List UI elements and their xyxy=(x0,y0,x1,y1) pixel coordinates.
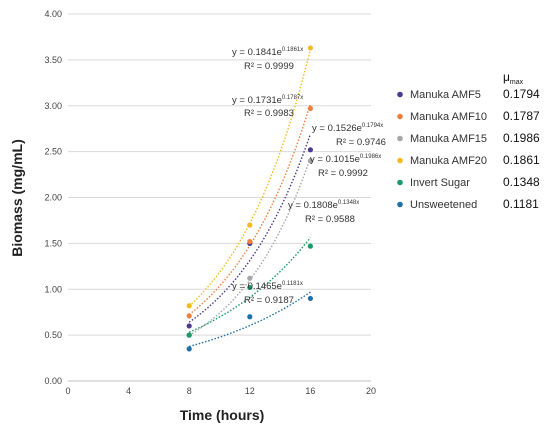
fit-r-squared: R² = 0.9999 xyxy=(244,61,294,72)
legend-label: Manuka AMF10 xyxy=(410,111,487,123)
mu-max-value: 0.1787 xyxy=(503,109,540,123)
mu-max-header: μmax xyxy=(503,70,524,86)
data-points xyxy=(186,45,313,352)
fit-equation: y = 0.1841e0.1861x xyxy=(232,47,303,58)
data-point xyxy=(186,332,192,338)
x-tick-label: 16 xyxy=(305,386,315,396)
y-tick-label: 0.50 xyxy=(44,330,62,340)
data-point xyxy=(247,238,253,245)
trendline-4 xyxy=(188,237,311,333)
y-tick-label: 1.00 xyxy=(44,284,62,294)
fit-r-squared: R² = 0.9588 xyxy=(305,214,355,225)
mu-max-value: 0.1794 xyxy=(503,87,540,101)
x-tick-label: 20 xyxy=(366,386,376,396)
x-tick-label: 12 xyxy=(245,386,255,396)
x-tick-label: 4 xyxy=(126,386,131,396)
legend-label: Invert Sugar xyxy=(410,177,470,189)
mu-max-value: 0.1348 xyxy=(503,175,540,189)
trendline-0 xyxy=(188,133,312,323)
data-point xyxy=(307,158,313,164)
fit-equation: y = 0.1731e0.1787x xyxy=(232,95,303,106)
data-point xyxy=(186,303,192,309)
mu-max-value: 0.1861 xyxy=(503,153,540,167)
data-point xyxy=(307,295,313,302)
data-point xyxy=(307,105,313,112)
fit-equation: y = 0.1465e0.1181x xyxy=(232,281,303,292)
x-tick-label: 0 xyxy=(65,386,70,396)
y-axis-title: Biomass (mg/mL) xyxy=(9,139,25,256)
mu-max-value: 0.1986 xyxy=(503,131,540,145)
legend-marker xyxy=(397,179,403,186)
legend-label: Unsweetened xyxy=(410,199,477,211)
data-point xyxy=(247,284,253,291)
legend-marker xyxy=(397,135,403,142)
fit-equation: y = 0.1015e0.1986x xyxy=(310,154,381,165)
data-point xyxy=(247,314,253,320)
trendline-5 xyxy=(189,291,311,348)
legend-label: Manuka AMF20 xyxy=(410,155,487,167)
y-tick-label: 0.00 xyxy=(44,376,62,386)
data-point xyxy=(307,147,313,153)
trendline-3 xyxy=(188,49,312,307)
legend: Manuka AMF5 0.1794 Manuka AMF10 0.1787 Manuk… xyxy=(397,70,540,211)
fit-r-squared: R² = 0.9992 xyxy=(318,168,368,179)
data-point xyxy=(186,313,192,319)
y-tick-label: 1.50 xyxy=(44,238,62,248)
gridlines xyxy=(68,13,371,336)
legend-label: Manuka AMF5 xyxy=(410,89,481,101)
legend-marker xyxy=(397,157,403,164)
y-tick-label: 3.50 xyxy=(44,55,62,65)
trendline-2 xyxy=(188,157,312,336)
y-tick-label: 2.00 xyxy=(44,193,62,203)
fit-equation: y = 0.1526e0.1794x xyxy=(312,123,383,134)
fit-r-squared: R² = 0.9746 xyxy=(336,137,386,148)
mu-max-value: 0.1181 xyxy=(503,197,539,211)
equation-annotations: y = 0.1526e0.1794x R² = 0.9746 y = 0.1731e… xyxy=(232,47,386,306)
x-tick-label: 8 xyxy=(187,386,192,396)
x-axis-title: Time (hours) xyxy=(180,407,265,423)
y-tick-label: 4.00 xyxy=(44,9,62,19)
legend-marker xyxy=(397,201,403,208)
data-point xyxy=(186,323,192,329)
axes: 0.00 0.50 1.00 1.50 2.00 2.50 3.00 3.50 4.00 0 4 8 1… xyxy=(44,9,376,396)
legend-marker xyxy=(397,91,403,98)
data-point xyxy=(307,243,313,249)
data-point xyxy=(247,222,253,228)
data-point xyxy=(247,275,253,281)
y-tick-label: 3.00 xyxy=(44,101,62,111)
legend-marker xyxy=(397,113,403,120)
fit-r-squared: R² = 0.9983 xyxy=(244,108,294,119)
y-tick-label: 2.50 xyxy=(44,147,62,157)
legend-label: Manuka AMF15 xyxy=(410,133,487,145)
data-point xyxy=(186,346,192,352)
fit-r-squared: R² = 0.9187 xyxy=(244,295,294,306)
data-point xyxy=(307,45,313,51)
fit-equation: y = 0.1808e0.1348x xyxy=(288,200,359,211)
